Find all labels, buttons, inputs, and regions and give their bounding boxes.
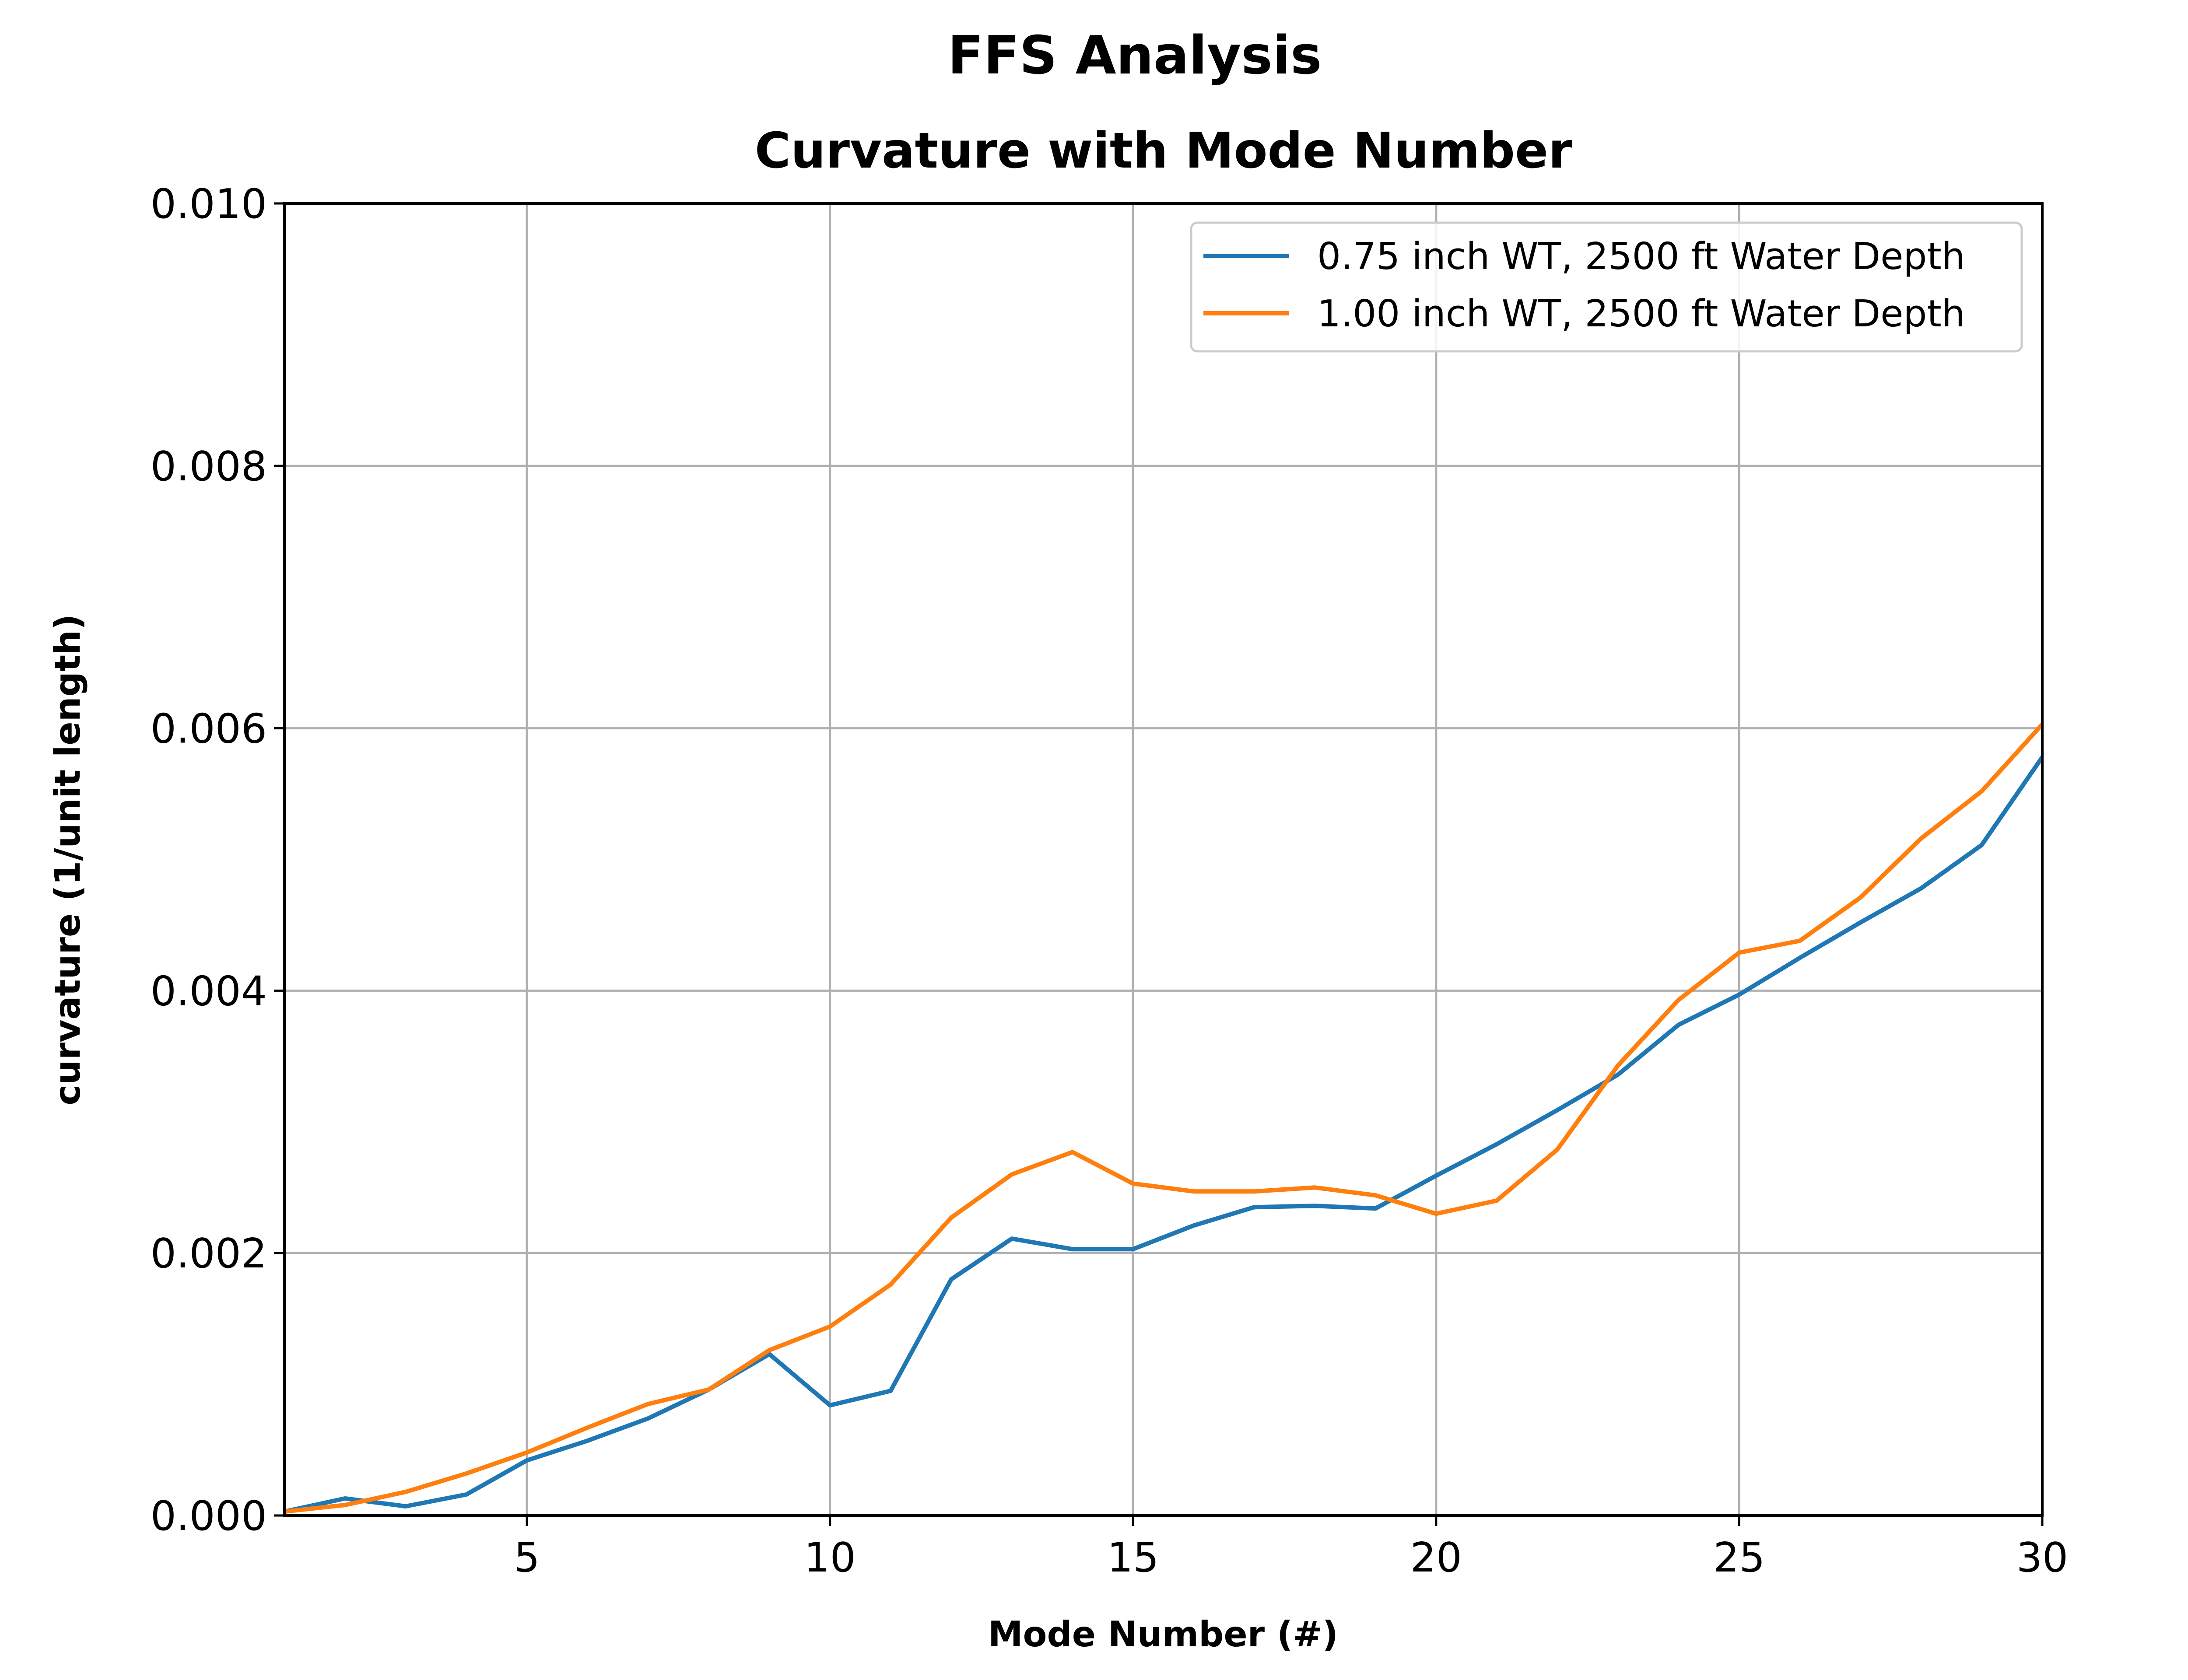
series-1-point xyxy=(890,1390,891,1392)
axis-ticks: 5 10 15 20 25 30 0.000 0.002 0.004 0.006 0.008 0.01… xyxy=(151,180,2068,1581)
figure-suptitle: FFS Analysis xyxy=(948,25,1322,86)
series-1-point xyxy=(1435,1175,1437,1176)
legend-box xyxy=(1190,221,2023,353)
series-2-point xyxy=(1253,1190,1255,1192)
chart-title: Curvature with Mode Number xyxy=(755,122,1572,179)
legend-label-2: 1.00 inch WT, 2500 ft Water Depth xyxy=(1317,292,1965,336)
series-1-point xyxy=(587,1440,589,1442)
series-1-point xyxy=(1496,1143,1497,1145)
series-1-point xyxy=(405,1505,407,1507)
series-1-point xyxy=(768,1353,770,1355)
series-2-point xyxy=(1738,952,1740,953)
series-2-point xyxy=(1132,1183,1134,1184)
grid xyxy=(284,202,2044,1517)
legend-label-1: 0.75 inch WT, 2500 ft Water Depth xyxy=(1317,235,1965,278)
x-tick-label: 15 xyxy=(1107,1534,1159,1581)
y-tick-label: 0.000 xyxy=(151,1492,267,1540)
x-tick-label: 5 xyxy=(514,1534,540,1581)
series-2-point xyxy=(1496,1200,1497,1201)
series-1-point xyxy=(1132,1248,1134,1250)
y-tick-label: 0.002 xyxy=(151,1230,267,1277)
series-1-point xyxy=(344,1498,346,1499)
series-1-point xyxy=(1253,1206,1255,1208)
series-2-point xyxy=(647,1403,649,1405)
series-2-point xyxy=(1435,1213,1437,1214)
series-1-point xyxy=(1678,1024,1680,1026)
series-2-point xyxy=(1920,838,1922,840)
y-tick-label: 0.010 xyxy=(151,180,267,228)
x-tick-label: 25 xyxy=(1713,1534,1765,1581)
series-1-point xyxy=(1799,957,1801,959)
y-tick-label: 0.006 xyxy=(151,705,267,752)
series-2-point xyxy=(829,1326,831,1327)
series-1-point xyxy=(950,1278,952,1280)
series-line-2 xyxy=(284,721,2042,1514)
series-2-point xyxy=(1011,1173,1013,1175)
series-1-point xyxy=(1859,921,1861,923)
series-1-point xyxy=(526,1460,528,1461)
series-line-1 xyxy=(284,754,2042,1514)
series-1-point xyxy=(1617,1074,1619,1075)
series-1-point xyxy=(1072,1248,1073,1250)
y-tick-label: 0.004 xyxy=(151,967,267,1015)
series-2-point xyxy=(1617,1064,1619,1066)
y-tick-label: 0.008 xyxy=(151,443,267,490)
series-1-point xyxy=(1557,1109,1558,1111)
x-axis-label: Mode Number (#) xyxy=(988,1614,1338,1655)
series-2-point xyxy=(405,1491,407,1493)
series-2-point xyxy=(1678,999,1680,1001)
series-1-point xyxy=(1920,887,1922,889)
series-2-point xyxy=(1072,1151,1073,1153)
series-2-point xyxy=(466,1473,467,1474)
series-2-point xyxy=(1859,896,1861,898)
series-2-point xyxy=(708,1389,710,1390)
series-2-point xyxy=(587,1427,589,1428)
legend: 0.75 inch WT, 2500 ft Water Depth 1.00 in… xyxy=(1190,221,2023,353)
series-lines xyxy=(284,721,2042,1514)
series-2-point xyxy=(768,1349,770,1351)
x-tick-label: 20 xyxy=(1410,1534,1462,1581)
plot-frame xyxy=(283,202,2044,1517)
series-2-point xyxy=(890,1284,891,1285)
series-1-point xyxy=(829,1404,831,1406)
series-2-point xyxy=(1375,1194,1376,1196)
series-1-point xyxy=(1981,844,1982,846)
x-tick-label: 10 xyxy=(804,1534,856,1581)
series-1-point xyxy=(1314,1205,1316,1207)
series-1-point xyxy=(1375,1208,1376,1209)
series-2-point xyxy=(526,1452,528,1453)
series-1-point xyxy=(1738,994,1740,995)
series-2-point xyxy=(1314,1186,1316,1188)
series-2-point xyxy=(344,1504,346,1506)
series-2-point xyxy=(1557,1148,1558,1150)
series-1-point xyxy=(1011,1238,1013,1239)
series-2-point xyxy=(1981,791,1982,792)
series-1-point xyxy=(647,1418,649,1419)
x-tick-label: 30 xyxy=(2016,1534,2068,1581)
series-1-point xyxy=(466,1494,467,1495)
y-axis-label: curvature (1/unit length) xyxy=(47,614,88,1105)
series-2-point xyxy=(950,1217,952,1218)
series-2-point xyxy=(1799,940,1801,942)
series-2-point xyxy=(1193,1190,1195,1192)
series-1-point xyxy=(1193,1225,1195,1226)
